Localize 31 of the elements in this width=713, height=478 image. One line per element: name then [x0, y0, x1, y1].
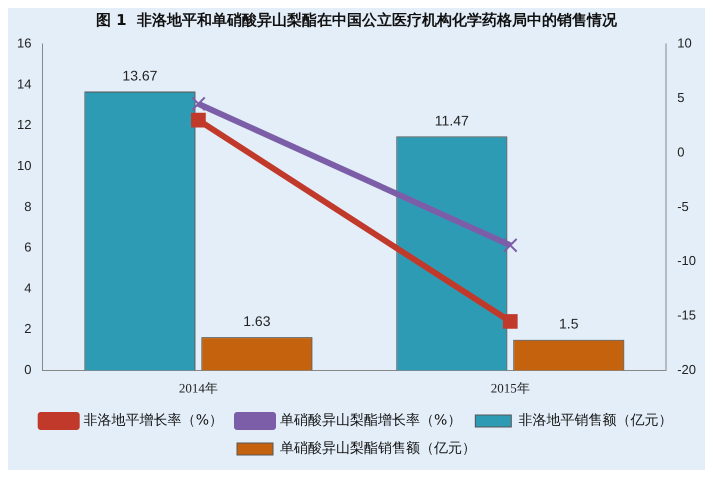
legend-label: 非洛地平增长率（%） — [84, 412, 224, 429]
y-tick-label: 16 — [16, 36, 32, 51]
y2-tick-label: -15 — [677, 308, 696, 323]
point — [191, 112, 206, 128]
x-tick-label: 2014年 — [178, 380, 218, 396]
y2-tick-label: -5 — [677, 198, 689, 214]
y2-tick-label: 10 — [677, 36, 692, 51]
y-tick-label: 0 — [24, 362, 32, 377]
point — [191, 96, 206, 112]
point — [502, 314, 518, 329]
x-tick-label: 2015年 — [490, 380, 530, 396]
y-tick-label: 14 — [16, 76, 32, 92]
data-label: 11.47 — [434, 112, 470, 128]
y2-tick-label: -20 — [677, 362, 696, 377]
data-label: 1.5 — [559, 316, 579, 332]
y2-tick-label: -10 — [677, 253, 696, 268]
y-tick-label: 2 — [24, 321, 32, 336]
point — [502, 238, 518, 253]
y-tick-label: 4 — [24, 280, 32, 296]
chart-title: 图 1 非洛地平和单硝酸异山梨酯在中国公立医疗机构化学药格局中的销售情况 — [96, 10, 618, 29]
data-label: 13.67 — [122, 67, 158, 84]
legend-label: 单硝酸异山梨酯销售额（亿元） — [280, 440, 476, 457]
y-tick-label: 8 — [24, 198, 32, 214]
y-tick-label: 12 — [16, 117, 32, 132]
y2-tick-label: 0 — [677, 144, 684, 160]
legend-label: 非洛地平销售额（亿元） — [518, 412, 672, 429]
y2-tick-label: 5 — [677, 90, 684, 105]
y-tick-label: 6 — [24, 240, 32, 255]
legend-label: 单硝酸异山梨酯增长率（%） — [280, 412, 462, 429]
y-tick-label: 10 — [16, 158, 32, 173]
data-label: 1.63 — [243, 313, 271, 330]
